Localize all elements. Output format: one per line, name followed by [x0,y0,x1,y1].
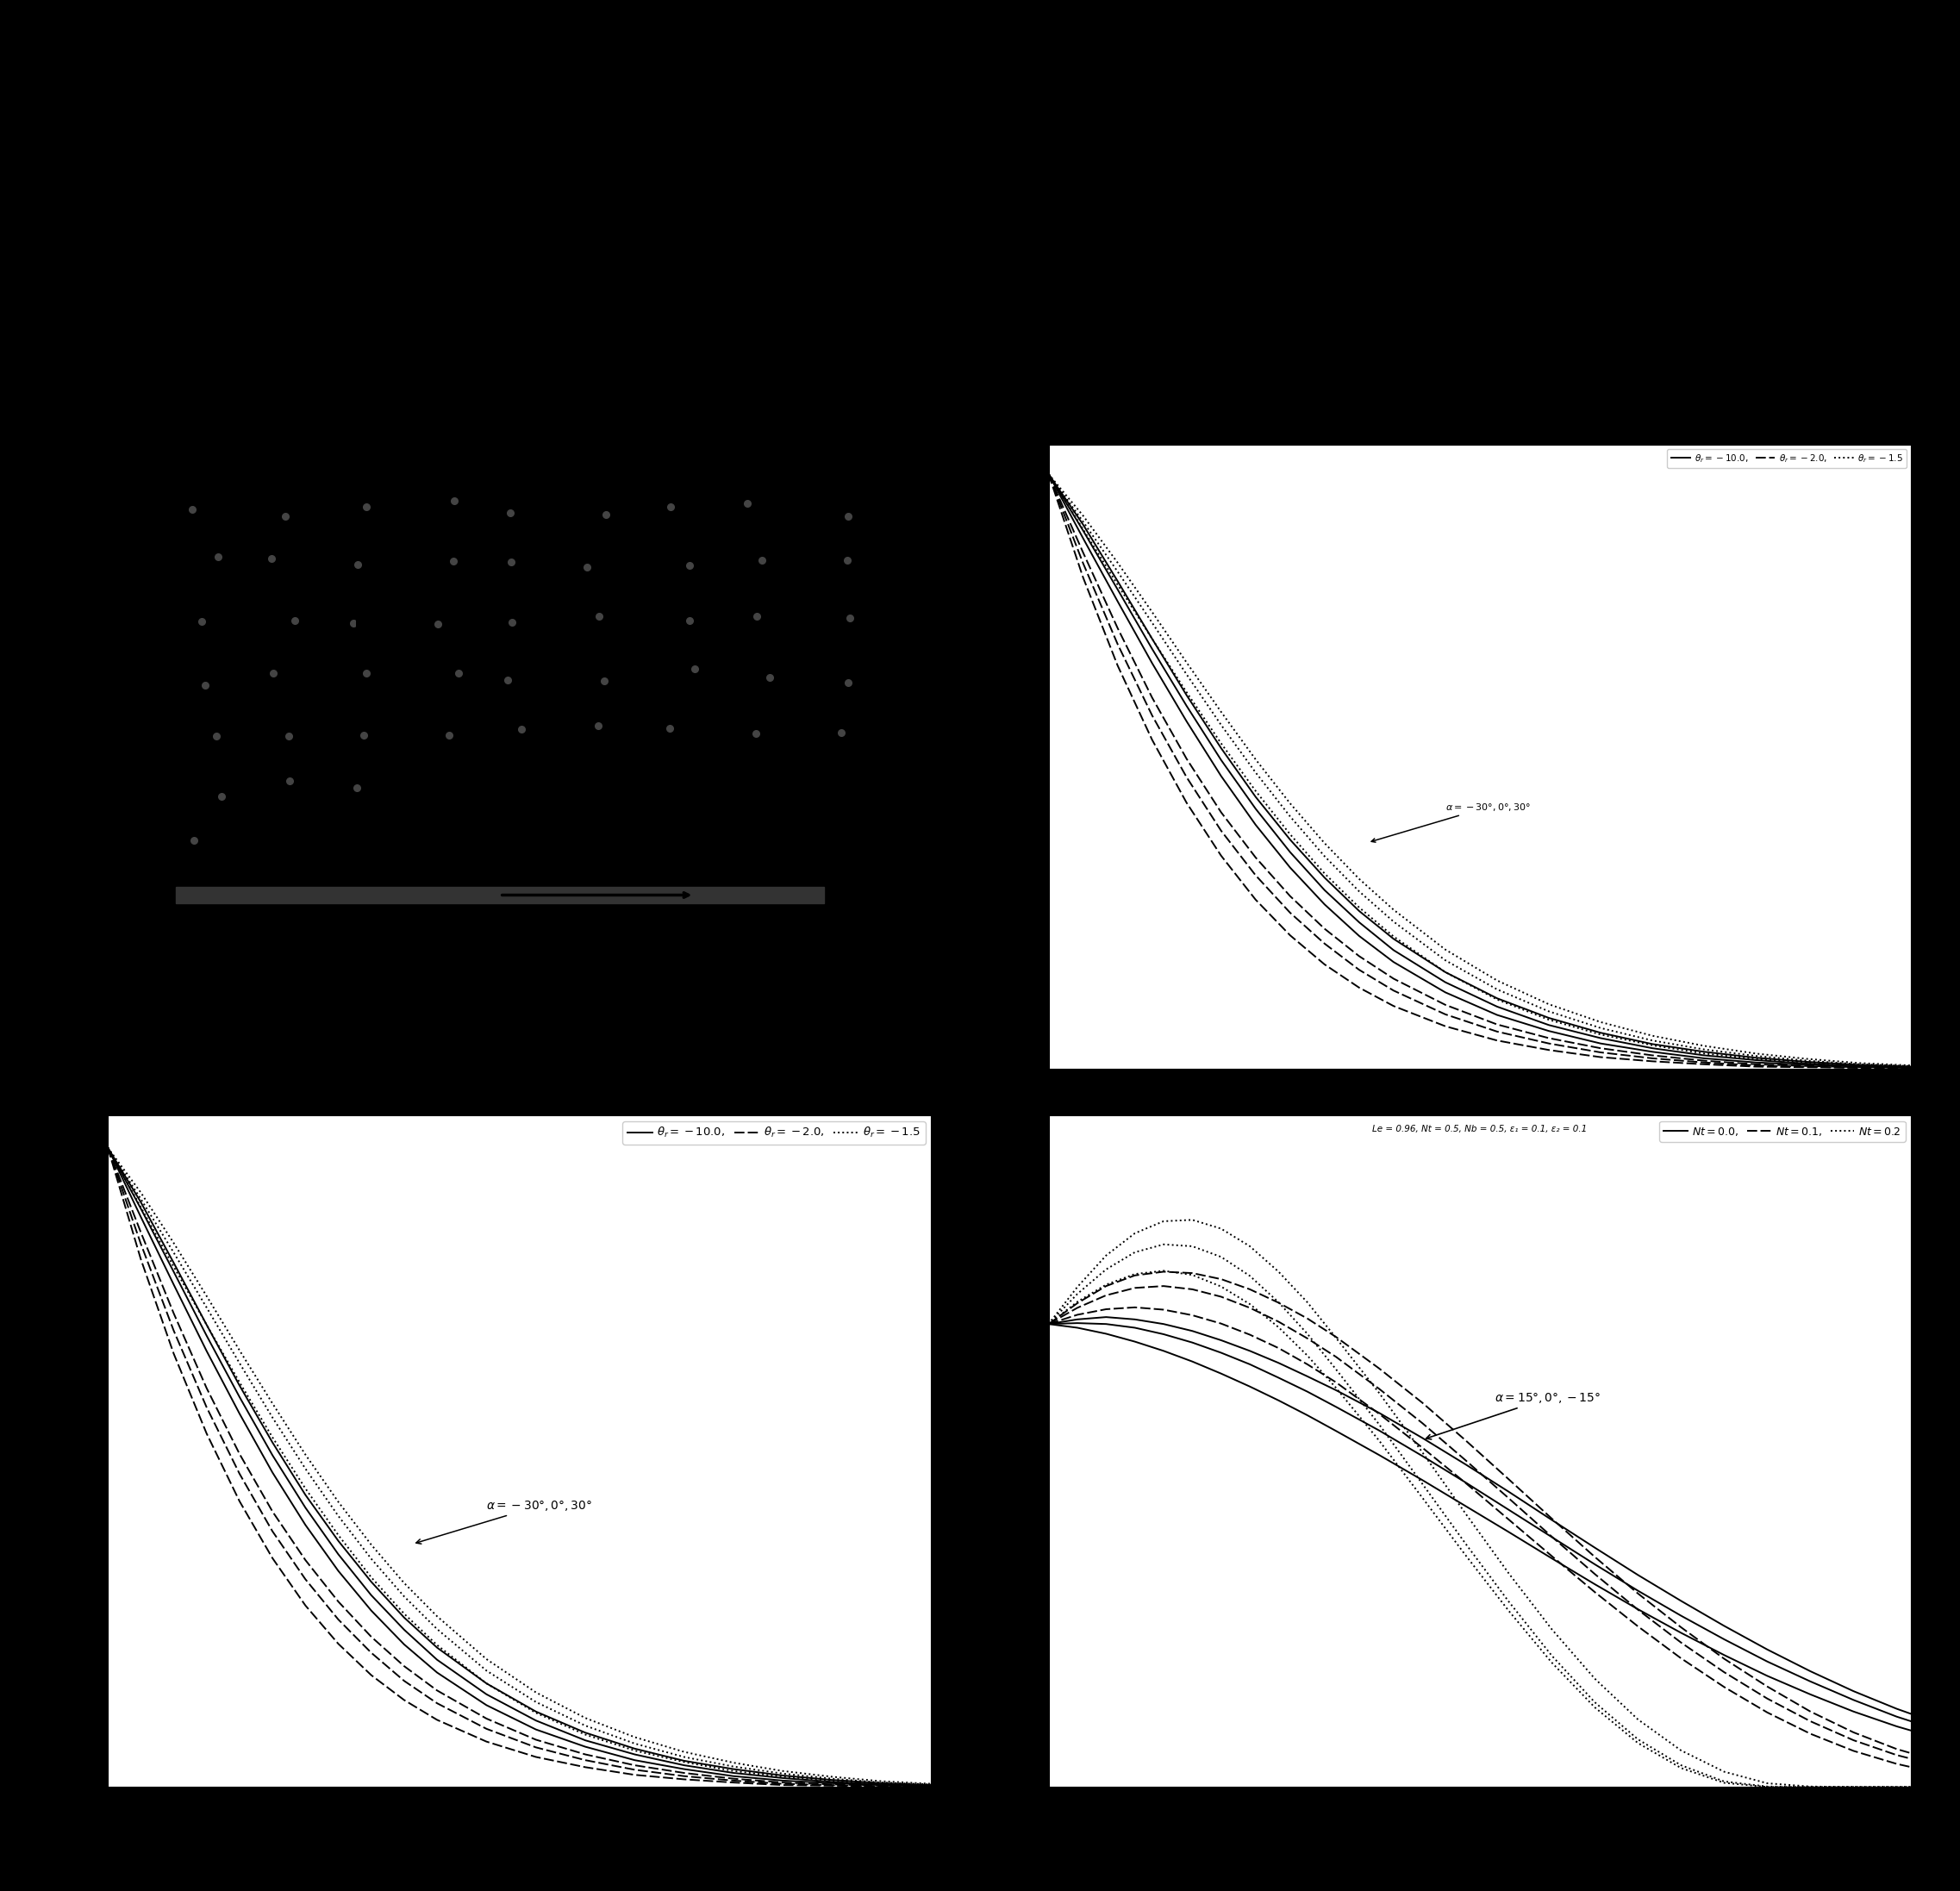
Text: $\alpha = 15°, 0°, -15°$: $\alpha = 15°, 0°, -15°$ [1427,1392,1599,1439]
Text: Fig.2(b):Temperature profile for different values of θᵣ and α with Pr = 1.0: Fig.2(b):Temperature profile for differe… [1317,1091,1642,1101]
Text: $\alpha=-30°, 0°, 30°$: $\alpha=-30°, 0°, 30°$ [1372,802,1531,841]
X-axis label: $\eta$: $\eta$ [1476,1812,1484,1827]
Text: u: u [461,658,470,673]
Text: Fig.4(b):Concentration profile for different values of Nt and α with θᵣ = -5.0: Fig.4(b):Concentration profile for diffe… [1299,1810,1660,1819]
Text: y: y [202,422,212,437]
Text: Le = 1.0, Nb = 0.5, Pr = 1.0, ε₁ = 0.1, ε₂ = 0.1.: Le = 1.0, Nb = 0.5, Pr = 1.0, ε₁ = 0.1, … [1366,1844,1593,1853]
Text: Particles: Particles [351,454,416,467]
Bar [176,887,823,904]
Text: O: O [194,911,206,927]
Text: Fig.2(b):Temperature profile for different values of θᵣ and α with Pr = 1.0: Fig.2(b):Temperature profile for differe… [345,1810,694,1819]
Text: v: v [367,567,374,584]
Text: Le = 0.96, Nt = 0.5, Nb = 0.5, ε₁ = 0.1, ε₂ = 0.1: Le = 0.96, Nt = 0.5, Nb = 0.5, ε₁ = 0.1,… [1372,1125,1588,1135]
Y-axis label: $\theta(\eta)$: $\theta(\eta)$ [990,741,1011,756]
X-axis label: $\eta$: $\eta$ [515,1812,523,1827]
Text: Nano-Sized Metallic: Nano-Sized Metallic [310,424,457,437]
Y-axis label: $\phi(\eta)$: $\phi(\eta)$ [982,1435,1009,1452]
Text: $\alpha=-30°, 0°, 30°$: $\alpha=-30°, 0°, 30°$ [416,1500,592,1543]
Legend: $\theta_r = -10.0,$, $\theta_r = -2.0,$, $\theta_r = -1.5$: $\theta_r = -10.0,$, $\theta_r = -2.0,$,… [623,1121,925,1144]
Legend: $\theta_r = -10.0,$, $\theta_r = -2.0,$, $\theta_r = -1.5$: $\theta_r = -10.0,$, $\theta_r = -2.0,$,… [1668,448,1907,467]
Text: Le = 0.96, Nt = 0.5, Nb = 0.5, ε₁ = 0.1, ε₂ = 0.1: Le = 0.96, Nt = 0.5, Nb = 0.5, ε₁ = 0.1,… [404,1844,635,1853]
X-axis label: $\eta$: $\eta$ [1476,1091,1484,1102]
Text: Boundary Layers: Boundary Layers [884,662,894,758]
Y-axis label: $\theta(\eta)$: $\theta(\eta)$ [43,1435,71,1452]
Text: Figure 1: Systematic diagram of the problem.: Figure 1: Systematic diagram of the prob… [347,1068,633,1080]
Text: Stretching Sheet: Stretching Sheet [421,936,537,947]
Text: x: x [882,862,892,877]
Legend: $Nt = 0.0,$, $Nt = 0.1,$, $Nt = 0.2$: $Nt = 0.0,$, $Nt = 0.1,$, $Nt = 0.2$ [1660,1121,1905,1142]
